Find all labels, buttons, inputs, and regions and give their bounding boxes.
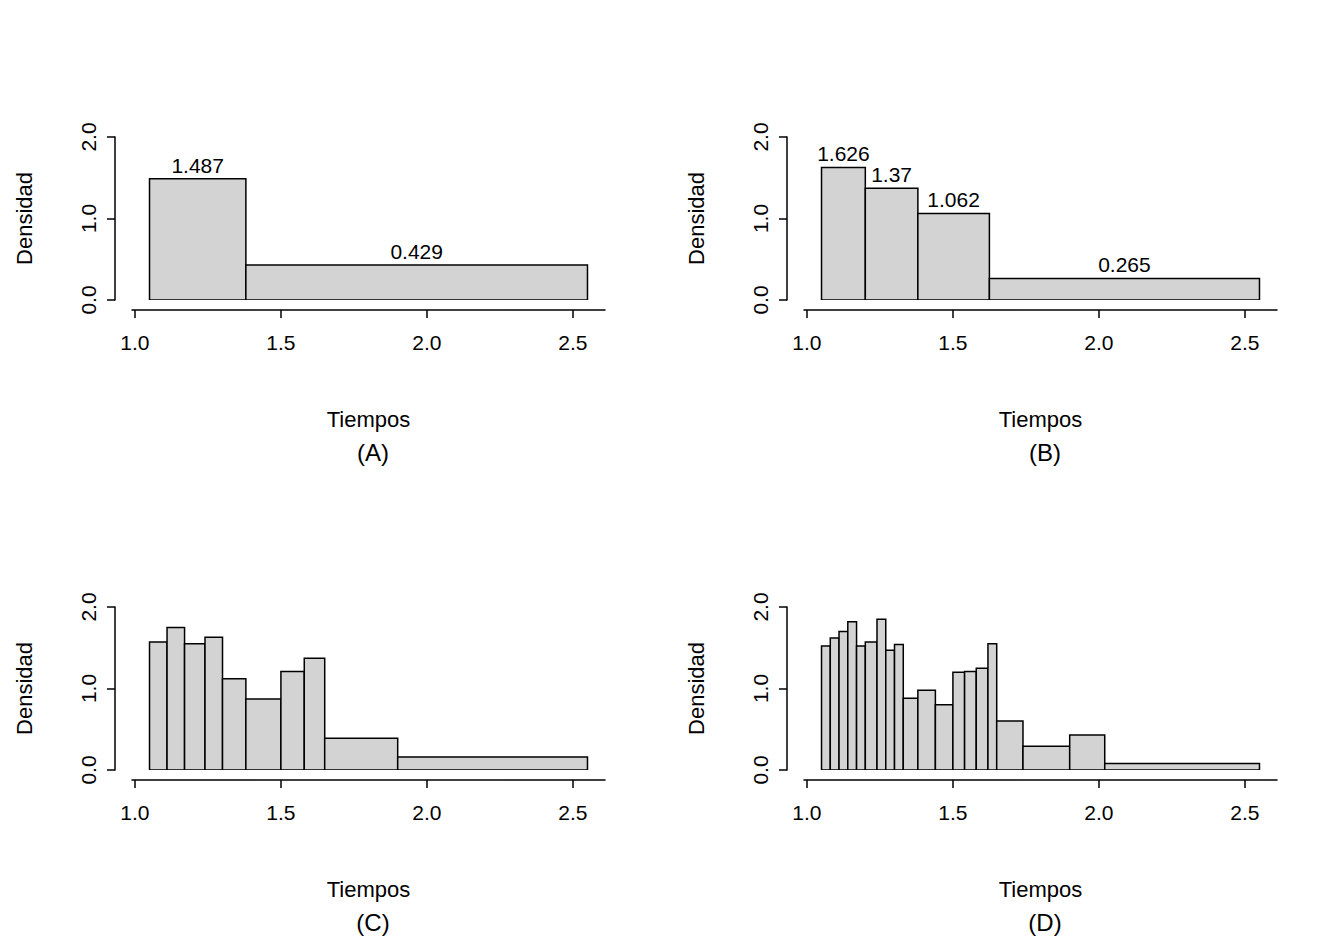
svg-text:1.0: 1.0 (77, 204, 100, 233)
svg-text:1.5: 1.5 (938, 801, 967, 824)
svg-text:(B): (B) (1029, 439, 1061, 466)
svg-text:2.0: 2.0 (77, 122, 100, 151)
svg-text:1.37: 1.37 (871, 163, 912, 186)
svg-text:Densidad: Densidad (684, 172, 709, 265)
svg-text:2.0: 2.0 (749, 592, 772, 621)
svg-text:1.626: 1.626 (817, 142, 870, 165)
svg-text:2.0: 2.0 (1084, 331, 1113, 354)
svg-text:0.0: 0.0 (77, 285, 100, 314)
svg-text:2.5: 2.5 (1230, 801, 1259, 824)
svg-text:1.0: 1.0 (120, 801, 149, 824)
svg-text:2.5: 2.5 (558, 331, 587, 354)
svg-text:1.062: 1.062 (927, 188, 980, 211)
svg-text:0.265: 0.265 (1098, 253, 1151, 276)
svg-text:1.0: 1.0 (792, 801, 821, 824)
svg-text:Densidad: Densidad (12, 642, 37, 735)
svg-text:(A): (A) (357, 439, 389, 466)
svg-text:0.0: 0.0 (749, 755, 772, 784)
svg-text:2.0: 2.0 (77, 592, 100, 621)
svg-text:0.0: 0.0 (749, 285, 772, 314)
svg-text:Densidad: Densidad (12, 172, 37, 265)
svg-text:2.0: 2.0 (749, 122, 772, 151)
svg-text:1.5: 1.5 (266, 801, 295, 824)
svg-text:(D): (D) (1028, 909, 1061, 936)
svg-text:1.5: 1.5 (266, 331, 295, 354)
svg-text:2.5: 2.5 (558, 801, 587, 824)
svg-text:1.0: 1.0 (77, 674, 100, 703)
svg-text:Tiempos: Tiempos (327, 407, 411, 432)
svg-text:1.0: 1.0 (120, 331, 149, 354)
svg-text:2.0: 2.0 (412, 331, 441, 354)
svg-text:Tiempos: Tiempos (327, 877, 411, 902)
svg-text:Densidad: Densidad (684, 642, 709, 735)
svg-text:2.5: 2.5 (1230, 331, 1259, 354)
svg-text:1.5: 1.5 (938, 331, 967, 354)
svg-text:Tiempos: Tiempos (999, 877, 1083, 902)
svg-text:2.0: 2.0 (1084, 801, 1113, 824)
svg-text:0.0: 0.0 (77, 755, 100, 784)
svg-text:(C): (C) (356, 909, 389, 936)
svg-text:2.0: 2.0 (412, 801, 441, 824)
svg-text:0.429: 0.429 (390, 240, 443, 263)
svg-text:1.0: 1.0 (749, 674, 772, 703)
svg-text:Tiempos: Tiempos (999, 407, 1083, 432)
svg-text:1.487: 1.487 (171, 154, 224, 177)
svg-text:1.0: 1.0 (749, 204, 772, 233)
svg-text:1.0: 1.0 (792, 331, 821, 354)
